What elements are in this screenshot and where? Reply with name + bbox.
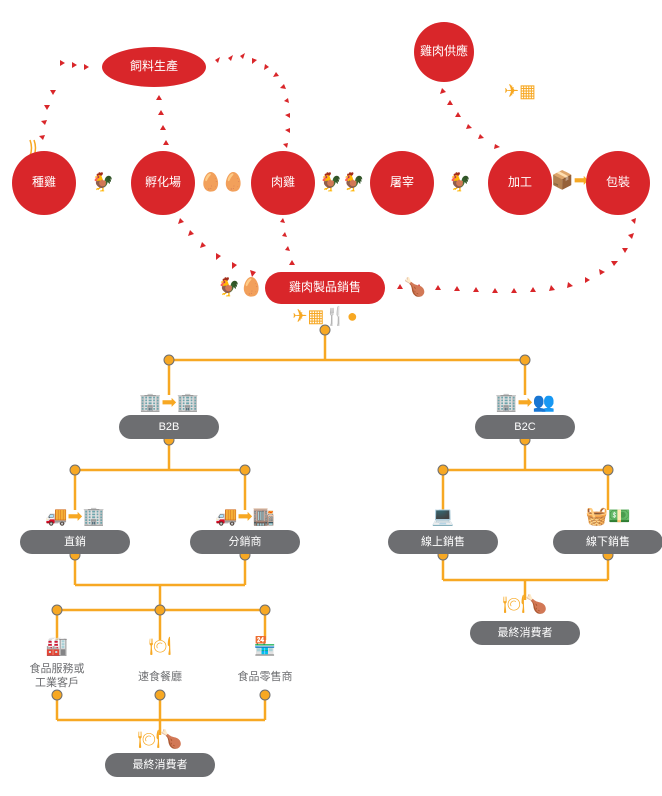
svg-text:速食餐廳: 速食餐廳: [138, 669, 182, 683]
tree-icons: 🏢➡🏢 🏢➡👥 🚚➡🏢 🚚➡🏬 💻 🧺💵 🏭 🍽 🏪 🍽🍗 🍽🍗: [45, 392, 630, 749]
svg-text:✈▦: ✈▦: [504, 81, 536, 101]
svg-text:食品服務或: 食品服務或: [30, 661, 85, 675]
svg-text:🏭: 🏭: [46, 636, 68, 656]
feed-node: 飼料生產: [102, 47, 206, 87]
node-pack: 包裝: [606, 175, 630, 189]
svg-text:🚚➡🏬: 🚚➡🏬: [215, 506, 275, 526]
svg-text:線上銷售: 線上銷售: [421, 534, 465, 548]
svg-text:最終消費者: 最終消費者: [133, 757, 188, 771]
svg-text:最終消費者: 最終消費者: [498, 625, 553, 639]
svg-text:🏢➡👥: 🏢➡👥: [495, 392, 555, 412]
svg-text:🏪: 🏪: [254, 635, 276, 656]
svg-text:🍽: 🍽: [149, 636, 172, 656]
svg-text:📦➡: 📦➡: [551, 169, 589, 190]
svg-text:🍽🍗: 🍽🍗: [502, 593, 547, 614]
tree-lines: [52, 325, 613, 735]
svg-text:線下銷售: 線下銷售: [586, 534, 630, 548]
node-process: 加工: [508, 175, 532, 189]
node-breed: 種雞: [32, 175, 56, 189]
svg-text:雞肉製品銷售: 雞肉製品銷售: [289, 279, 361, 294]
svg-text:食品零售商: 食品零售商: [238, 669, 293, 683]
svg-text:🚚➡🏢: 🚚➡🏢: [45, 506, 105, 526]
node-hatch: 孵化場: [145, 175, 181, 189]
svg-text:雞肉供應: 雞肉供應: [420, 43, 468, 58]
svg-text:飼料生產: 飼料生產: [130, 58, 178, 73]
svg-text:B2C: B2C: [514, 421, 535, 433]
svg-text:工業客戶: 工業客戶: [35, 675, 79, 689]
node-broiler: 肉雞: [271, 175, 295, 189]
svg-text:分銷商: 分銷商: [229, 534, 262, 548]
svg-text:💻: 💻: [432, 506, 454, 526]
svg-text:🥚🥚: 🥚🥚: [200, 171, 245, 192]
svg-text:🍗: 🍗: [404, 276, 426, 297]
svg-text:✈▦🍴●: ✈▦🍴●: [292, 305, 357, 327]
diagram: 🐓 🥚🥚 🐓🐓 🐓 📦➡ ✈▦ 🐓🥚 🍗 ✈▦🍴● 種雞 孵化場 肉雞 屠宰 加…: [0, 0, 662, 796]
svg-text:🐓🐓: 🐓🐓: [320, 171, 365, 192]
svg-text:🍽🍗: 🍽🍗: [137, 728, 182, 749]
svg-text:B2B: B2B: [159, 421, 180, 433]
svg-text:🐓: 🐓: [449, 171, 471, 192]
svg-text:🐓🥚: 🐓🥚: [218, 276, 263, 297]
svg-text:🧺💵: 🧺💵: [586, 506, 631, 526]
node-slaughter: 屠宰: [390, 174, 414, 189]
svg-text:直銷: 直銷: [64, 534, 86, 548]
sales-node: 雞肉製品銷售: [265, 272, 385, 304]
svg-text:🏢➡🏢: 🏢➡🏢: [139, 392, 199, 412]
supply-node: 雞肉供應: [414, 22, 474, 82]
svg-text:🐓: 🐓: [92, 171, 114, 192]
